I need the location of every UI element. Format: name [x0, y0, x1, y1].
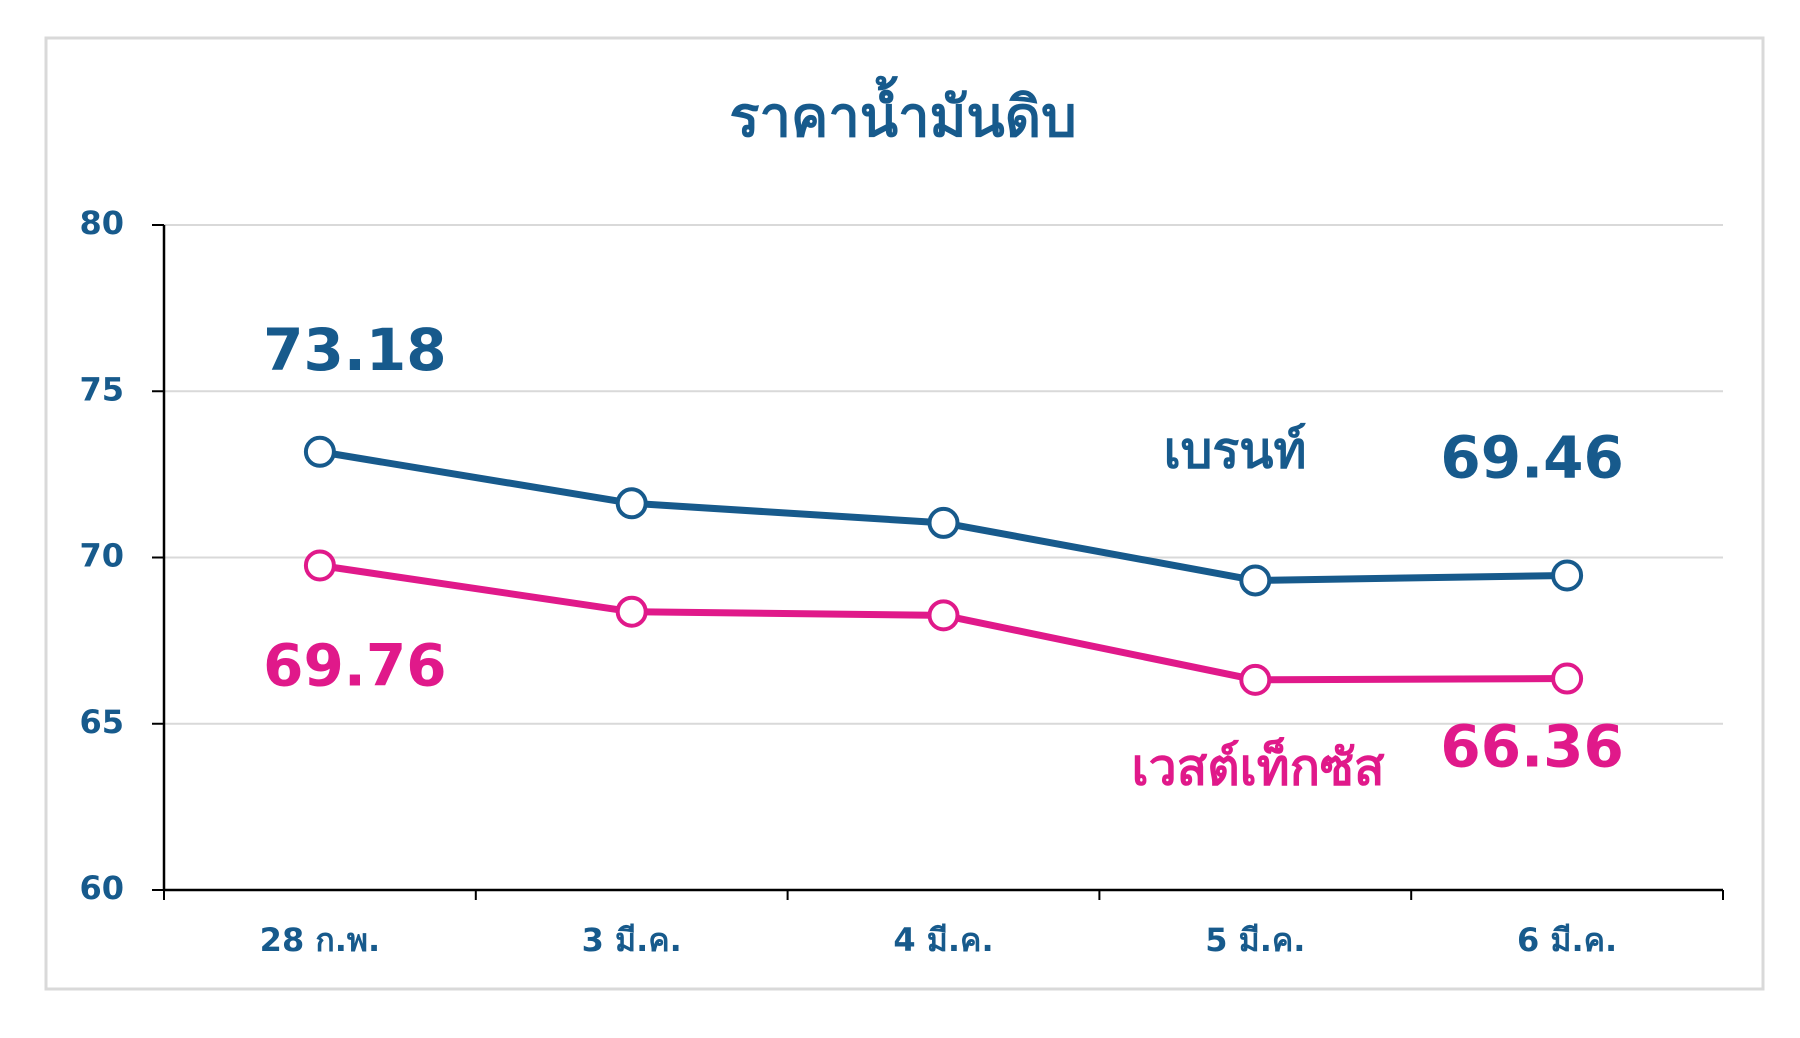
data-point: [927, 599, 960, 632]
data-point: [927, 506, 960, 539]
data-point: [615, 595, 648, 628]
x-tick-label: 3 มี.ค.: [582, 921, 682, 959]
data-point: [615, 487, 648, 520]
data-label: 69.76: [263, 632, 446, 700]
data-label: 73.18: [263, 316, 446, 384]
y-tick-label: 70: [79, 537, 124, 575]
x-tick-label: 28 ก.พ.: [260, 921, 380, 959]
x-tick-label: 4 มี.ค.: [893, 921, 993, 959]
data-point: [1239, 564, 1272, 597]
data-point: [1239, 663, 1272, 696]
data-label: 69.46: [1440, 424, 1623, 492]
data-point: [1551, 559, 1584, 592]
series-label: เวสต์เท็กซัส: [1132, 737, 1385, 797]
y-tick-label: 80: [79, 204, 124, 242]
data-point: [303, 435, 336, 468]
chart-title: ราคาน้ำมันดิบ: [729, 76, 1076, 150]
chart-frame: [44, 36, 1765, 991]
data-label: 66.36: [1440, 713, 1623, 781]
y-tick-label: 60: [79, 869, 124, 907]
x-tick-label: 5 มี.ค.: [1205, 921, 1305, 959]
y-tick-label: 75: [79, 370, 124, 408]
y-tick-label: 65: [79, 703, 124, 741]
x-tick-label: 6 มี.ค.: [1517, 921, 1617, 959]
data-point: [1551, 662, 1584, 695]
data-point: [303, 549, 336, 582]
series-label: เบรนท์: [1164, 422, 1307, 480]
